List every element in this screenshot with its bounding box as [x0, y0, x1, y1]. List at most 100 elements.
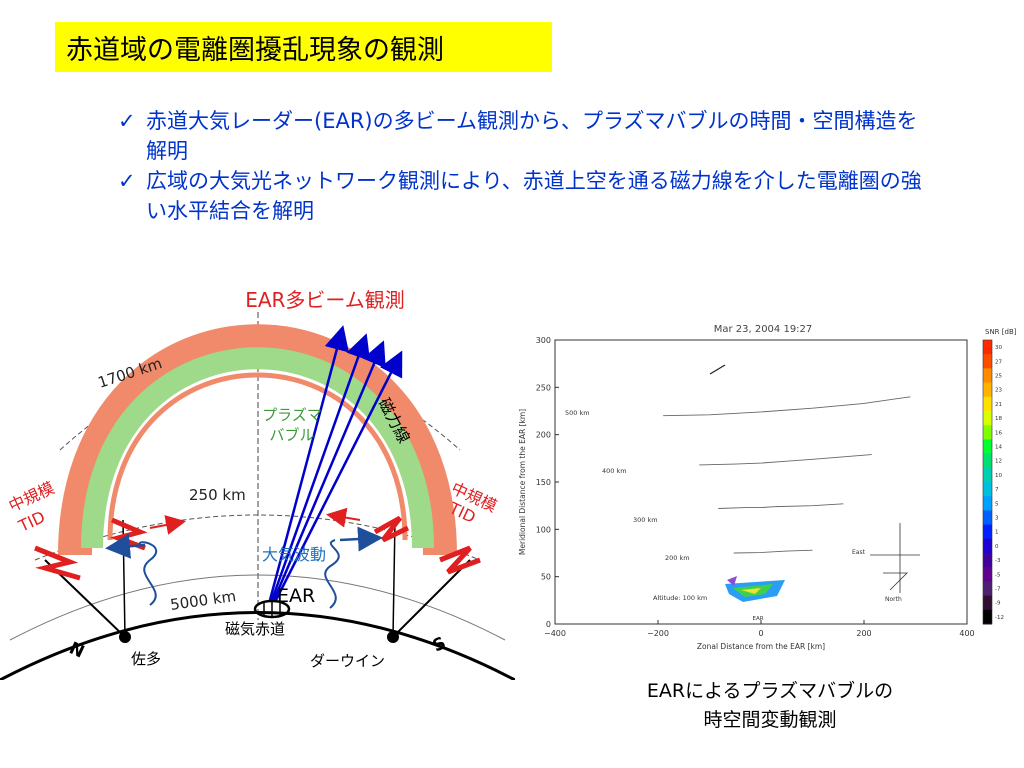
y-tick-label: 150: [536, 478, 551, 487]
chart-title: Mar 23, 2004 19:27: [714, 324, 813, 335]
tid-arrow-left: [149, 515, 186, 535]
colorbar-swatch: [983, 411, 992, 426]
colorbar-swatch: [983, 609, 992, 625]
label-plasma-bubble-1: プラズマ: [262, 406, 322, 424]
x-tick-label: 200: [856, 629, 871, 638]
plot-area: [554, 339, 968, 625]
colorbar-swatch: [983, 354, 992, 369]
series-lines: [663, 396, 911, 554]
colorbar-label: SNR [dB]: [985, 328, 1017, 336]
colorbar-swatch: [983, 496, 992, 511]
wave-right: [324, 539, 340, 609]
series-line: [663, 396, 911, 417]
ear-beam-2: [270, 333, 371, 601]
alt-label-200: 200 km: [665, 554, 690, 562]
check-icon: ✓: [118, 109, 136, 133]
alt-label-100: Altitude: 100 km: [653, 594, 707, 602]
page-title-text: 赤道域の電離圏擾乱現象の観測: [66, 34, 444, 66]
x-ticks: −400 −200 0 200 400: [544, 620, 975, 638]
colorbar-swatch: [983, 482, 992, 497]
label-5000km: 5000 km: [169, 587, 237, 614]
compass-east: East: [852, 549, 866, 556]
wave-arrow-left: [105, 533, 146, 559]
page-title: 赤道域の電離圏擾乱現象の観測: [55, 22, 552, 72]
plasma-bubble-inner: [81, 347, 434, 549]
colorbar-tick: -3: [995, 558, 1001, 564]
colorbar-swatch: [983, 595, 992, 611]
y-tick-label: 200: [536, 431, 551, 440]
x-tick-label: 0: [758, 629, 763, 638]
colorbar-tick: 12: [995, 459, 1002, 465]
x-tick-label: −400: [544, 629, 566, 638]
colorbar-tick: 23: [995, 388, 1002, 394]
tid-arrow-right: [326, 507, 361, 528]
series-line: [733, 549, 813, 554]
ear-beam-1: [268, 325, 349, 601]
ear-observation-diagram: EAR多ビーム観測 1700 km 250 km 5000 km プラズマ バブ…: [0, 288, 515, 680]
alt-label-300: 300 km: [633, 516, 658, 524]
station-marker-sata: [119, 631, 131, 643]
colorbar-swatch: [983, 396, 992, 412]
colorbar-swatch: [983, 538, 992, 554]
beam-segment: [709, 364, 726, 375]
colorbar-tick: -7: [995, 587, 1001, 593]
near-earth-arc: [9, 574, 506, 641]
x-tick-label: −200: [647, 629, 669, 638]
tid-bar-right-2: [439, 545, 481, 575]
chart-xlabel: Zonal Distance from the EAR [km]: [697, 642, 825, 651]
label-sata: 佐多: [131, 650, 161, 668]
colorbar-swatch: [983, 453, 992, 469]
wave-left: [138, 541, 158, 606]
colorbar-tick: 5: [995, 501, 999, 507]
wave-arrow-right: [339, 526, 383, 552]
station-line-darwin: [392, 559, 471, 638]
x-tick-label: 400: [959, 629, 974, 638]
ear-beam-3: [272, 340, 386, 601]
colorbar-swatch: [983, 510, 992, 526]
diagram-title: EAR多ビーム観測: [245, 288, 405, 312]
compass-north: North: [885, 596, 902, 603]
colorbar-tick: -12: [995, 615, 1004, 621]
colorbar-tick: 30: [995, 345, 1002, 351]
colorbar-tick: 7: [995, 487, 999, 493]
colorbar-tick: 10: [995, 473, 1002, 479]
colorbar-tick: 25: [995, 374, 1002, 380]
colorbar-tick: 1: [995, 530, 999, 536]
echo-yellow: [741, 588, 761, 594]
station-marker-darwin: [387, 631, 399, 643]
label-ear: EAR: [277, 585, 315, 607]
check-icon: ✓: [118, 169, 136, 193]
colorbar-tick: -5: [995, 572, 1001, 578]
label-250km: 250 km: [189, 486, 246, 504]
colorbar-swatch: [983, 340, 992, 355]
colorbar-swatch: [983, 368, 992, 384]
plasma-bubble-edge: [107, 372, 408, 541]
colorbar-swatch: [983, 553, 992, 568]
bullet-list: ✓ 赤道大気レーダー(EAR)の多ビーム観測から、プラズマバブルの時間・空間構造…: [118, 106, 938, 226]
y-tick-label: 50: [541, 573, 551, 582]
colorbar-tick: 21: [995, 402, 1002, 408]
label-magnetic-equator: 磁気赤道: [225, 620, 285, 638]
chart-ylabel: Meridional Distance from the EAR [km]: [518, 409, 527, 555]
caption-line-1: EARによるプラズマバブルの: [646, 680, 894, 702]
colorbar-tick: 0: [995, 544, 999, 550]
colorbar-swatch: [983, 467, 992, 483]
y-tick-label: 100: [536, 525, 551, 534]
bullet-item: ✓ 赤道大気レーダー(EAR)の多ビーム観測から、プラズマバブルの時間・空間構造…: [118, 106, 938, 166]
chart-caption: EARによるプラズマバブルの 時空間変動観測: [600, 677, 940, 735]
ear-beam-4: [274, 350, 403, 601]
label-plasma-bubble-2: バブル: [269, 426, 314, 444]
station-vertical-darwin: [392, 519, 396, 638]
y-tick-label: 300: [536, 336, 551, 345]
colorbar-swatch: [983, 567, 992, 582]
label-gravity-wave: 大気波動: [262, 545, 326, 564]
bullet-text: 広域の大気光ネットワーク観測により、赤道上空を通る磁力線を介した電離圏の強い水平…: [146, 169, 922, 223]
plasma-bubble-outer: [58, 324, 457, 556]
series-line: [699, 454, 872, 466]
bullet-item: ✓ 広域の大気光ネットワーク観測により、赤道上空を通る磁力線を介した電離圏の強い…: [118, 166, 938, 226]
alt-label-500: 500 km: [565, 409, 590, 417]
colorbar-tick: 27: [995, 359, 1002, 365]
colorbar-swatch: [983, 382, 992, 398]
colorbar-swatch: [983, 439, 992, 455]
